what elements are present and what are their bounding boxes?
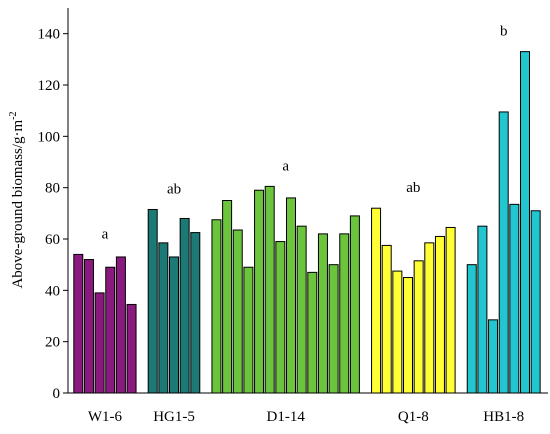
bar bbox=[147, 208, 158, 394]
bar bbox=[424, 242, 435, 394]
bar bbox=[434, 235, 445, 394]
bar bbox=[94, 292, 105, 394]
bar bbox=[286, 197, 296, 394]
y-axis-title-main: Above-ground biomass/g·m bbox=[10, 119, 26, 288]
bar bbox=[73, 253, 84, 394]
y-axis-title: Above-ground biomass/g·m-2 bbox=[8, 111, 26, 288]
bar bbox=[477, 225, 488, 394]
bar bbox=[275, 241, 286, 394]
y-tick-label: 140 bbox=[38, 27, 61, 43]
bar bbox=[349, 215, 360, 394]
bar bbox=[83, 259, 94, 394]
group-label: Q1-8 bbox=[398, 409, 429, 425]
bar bbox=[317, 233, 328, 394]
bar bbox=[158, 242, 169, 394]
bar bbox=[169, 256, 179, 394]
bar bbox=[211, 219, 222, 394]
bar bbox=[403, 277, 413, 394]
y-axis-title-sup: -2 bbox=[8, 111, 19, 119]
y-tick-label: 100 bbox=[38, 129, 61, 145]
bar bbox=[254, 189, 265, 394]
bar bbox=[381, 244, 392, 394]
y-tick-label: 80 bbox=[45, 181, 60, 197]
bar bbox=[307, 271, 318, 394]
significance-letter: ab bbox=[406, 180, 420, 196]
bar bbox=[392, 270, 403, 394]
y-tick-label: 20 bbox=[45, 335, 60, 351]
bar bbox=[445, 226, 456, 394]
y-tick-label: 60 bbox=[45, 232, 60, 248]
bar bbox=[530, 210, 541, 394]
bar bbox=[509, 203, 520, 394]
significance-letter: a bbox=[102, 226, 109, 242]
bar bbox=[232, 229, 243, 394]
bar bbox=[222, 200, 233, 394]
bar bbox=[105, 266, 116, 394]
group-label: W1-6 bbox=[88, 409, 123, 425]
bar bbox=[328, 264, 339, 394]
significance-letter: ab bbox=[167, 181, 181, 197]
y-tick-label: 0 bbox=[53, 386, 61, 402]
bar bbox=[371, 207, 382, 394]
bar bbox=[498, 111, 509, 394]
bar bbox=[264, 185, 275, 394]
group-label: D1-14 bbox=[267, 409, 306, 425]
bar bbox=[179, 217, 190, 394]
bar bbox=[296, 225, 307, 394]
bar bbox=[466, 264, 477, 394]
significance-letter: a bbox=[282, 158, 289, 174]
significance-letter: b bbox=[500, 24, 508, 40]
bar bbox=[488, 319, 499, 394]
bar bbox=[413, 260, 424, 394]
bar bbox=[115, 256, 126, 394]
group-label: HG1-5 bbox=[153, 409, 195, 425]
bar bbox=[520, 51, 530, 394]
bar bbox=[126, 303, 137, 394]
group-label: HB1-8 bbox=[483, 409, 524, 425]
bar bbox=[339, 233, 350, 394]
bar bbox=[190, 232, 201, 394]
y-tick-label: 120 bbox=[38, 78, 61, 94]
bar bbox=[243, 266, 254, 394]
y-tick-label: 40 bbox=[45, 283, 60, 299]
